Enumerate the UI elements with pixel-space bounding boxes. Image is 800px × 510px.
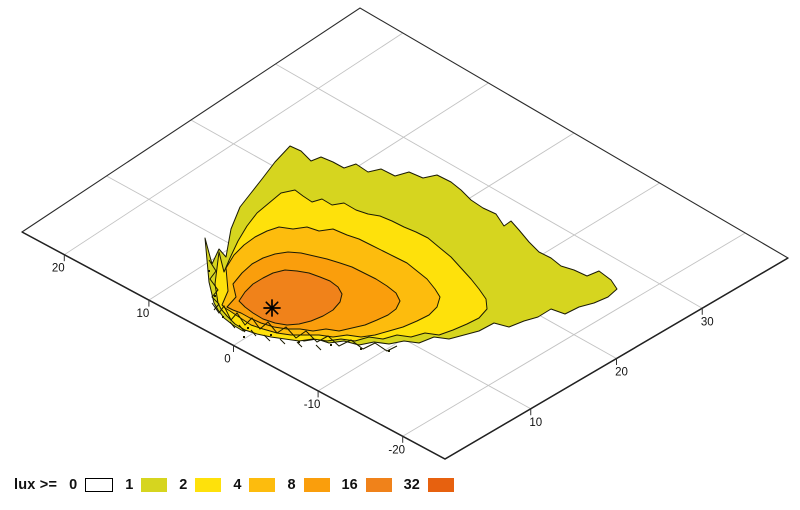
legend-prefix-label: lux >=: [14, 477, 58, 493]
legend-swatch: [195, 478, 222, 492]
asterisk-ray: [265, 301, 279, 315]
legend-item-32: 32: [404, 477, 454, 493]
contour-region-16: [238, 269, 343, 326]
legend-item-8: 8: [287, 477, 330, 493]
left-axis--20-label: -20: [388, 444, 405, 456]
left-axis-0-label: 0: [224, 354, 230, 366]
legend: lux >= 0 1 2 4 8 16 32: [14, 477, 454, 493]
gridline-right-30: [275, 63, 703, 309]
legend-level-label: 4: [233, 477, 242, 493]
contour-noise-1: [208, 259, 220, 311]
contour-noise-2: [229, 321, 322, 351]
contour-speck-8: [208, 270, 210, 272]
legend-level-label: 0: [69, 477, 78, 493]
legend-level-label: 2: [179, 477, 188, 493]
right-axis-20-label: 20: [615, 367, 628, 379]
front-axes: [21, 231, 789, 460]
left-axis-20-label: 20: [52, 263, 65, 275]
contour-speck-3: [298, 341, 300, 343]
contour-speck-6: [388, 350, 390, 352]
legend-level-label: 1: [125, 477, 134, 493]
left-axis--10-label: -10: [304, 399, 321, 411]
legend-item-0: 0: [69, 477, 114, 493]
contour-speck-2: [270, 334, 272, 336]
right-axis-30-label: 30: [701, 316, 714, 328]
legend-swatch: [365, 478, 392, 492]
contour-noise-0: [211, 302, 398, 352]
legend-level-label: 16: [341, 477, 358, 493]
legend-level-label: 32: [403, 477, 420, 493]
legend-item-16: 16: [342, 477, 392, 493]
max-marker-asterisk: [263, 299, 281, 317]
contour-speck-4: [330, 344, 332, 346]
legend-level-label: 8: [287, 477, 296, 493]
legend-item-2: 2: [179, 477, 222, 493]
contour-speck-7: [214, 295, 216, 297]
legend-item-4: 4: [233, 477, 276, 493]
contour-speck-5: [360, 348, 362, 350]
legend-swatch: [303, 478, 330, 492]
legend-swatch: [85, 478, 114, 492]
legend-swatch: [427, 478, 454, 492]
left-axis-10-label: 10: [137, 308, 150, 320]
isolux-contour-plot: 20 10 0 -10 -20 10 20 30: [20, 7, 790, 460]
legend-item-1: 1: [125, 477, 168, 493]
contour-speck-9: [243, 336, 245, 338]
legend-swatch: [141, 478, 168, 492]
right-axis-10-label: 10: [529, 417, 542, 429]
legend-swatch: [249, 478, 276, 492]
contour-speck-1: [247, 327, 249, 329]
contour-speck-0: [222, 316, 224, 318]
